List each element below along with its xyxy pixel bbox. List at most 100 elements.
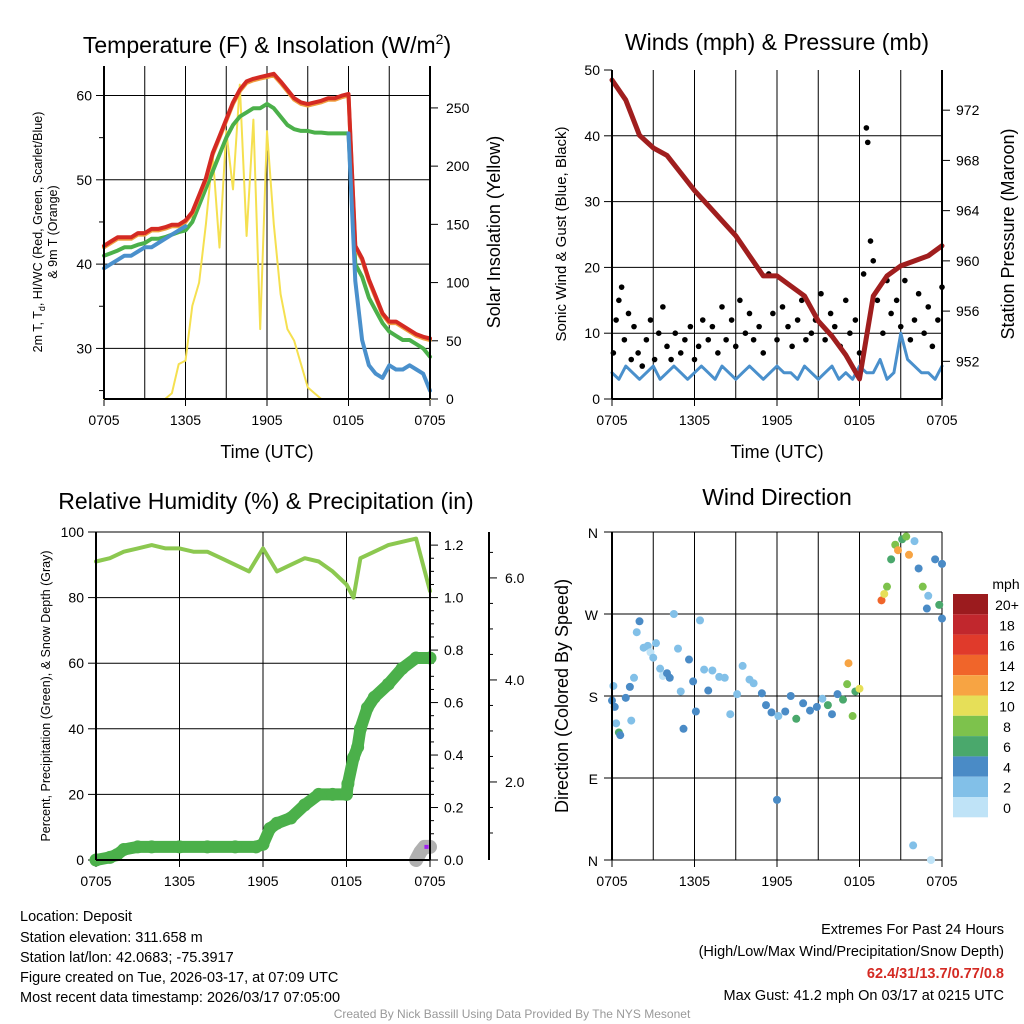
gust-point (902, 277, 908, 284)
wind-direction-point (616, 731, 625, 740)
gust-point (774, 336, 780, 343)
gust-point (705, 336, 712, 343)
wind-direction-point (685, 655, 693, 664)
wind-direction-point (738, 661, 747, 670)
precipitation-point (341, 777, 355, 791)
wind-direction-point (627, 716, 636, 725)
y2-tick-label: 0.6 (444, 695, 464, 711)
gust-point (715, 350, 721, 356)
legend-swatch (953, 634, 988, 655)
legend-label: 0 (1003, 800, 1011, 816)
x-tick-label: 1305 (164, 873, 195, 889)
y2-tick-label: 964 (956, 203, 980, 219)
wind-direction-point (848, 712, 857, 721)
pressure-y2-label: Station Pressure (Maroon) (998, 128, 1018, 339)
precipitation-point (326, 787, 340, 801)
gust-point (863, 125, 870, 131)
relative-humidity-line (94, 536, 432, 600)
gust-point (728, 317, 735, 323)
x-tick-label: 0705 (926, 412, 957, 428)
precipitation-point (284, 811, 298, 825)
winds-y-label: Sonic Wind & Gust (Blue, Black) (553, 126, 570, 341)
max-gust: Max Gust: 41.2 mph On 03/17 at 0215 UTC (724, 988, 1004, 1004)
precipitation-point (173, 840, 186, 854)
precipitation-point (360, 701, 374, 715)
y2-tick-label: 0.8 (444, 642, 464, 658)
y2-tick-label: 972 (956, 102, 980, 118)
wind-direction-point (818, 694, 827, 703)
wind-direction-point (887, 555, 896, 564)
gust-point (709, 323, 716, 330)
wind-direction-point (935, 600, 944, 609)
wind-direction-point (674, 644, 682, 653)
wind-direction-point (910, 537, 919, 546)
wind-direction-point (909, 841, 918, 850)
legend-label: 6 (1003, 739, 1011, 755)
wind-direction-point (656, 664, 665, 673)
legend-swatch (953, 614, 988, 635)
x-tick-label: 0105 (844, 412, 875, 428)
wind-direction-point (649, 653, 658, 662)
gust-point (915, 290, 922, 297)
wind-direction-point (786, 692, 795, 700)
pressure-line (609, 77, 945, 382)
wind-direction-point (652, 639, 660, 648)
gust-point (929, 343, 936, 350)
y2-tick-label: 150 (446, 216, 470, 232)
legend-label: 2 (1003, 780, 1011, 796)
precipitation-point (131, 840, 145, 854)
y-tick-label: N (588, 525, 598, 541)
wind-direction-point (609, 681, 618, 690)
sustained-wind-line (610, 331, 944, 381)
y-tick-label: 100 (61, 524, 85, 540)
extremes-fields: (High/Low/Max Wind/Precipitation/Snow De… (699, 944, 1004, 960)
wind-direction-point (632, 628, 641, 637)
legend-swatch (953, 675, 988, 696)
y-tick-label: S (589, 689, 598, 705)
x-tick-label: 0705 (926, 873, 957, 889)
wind-direction-point (749, 679, 758, 688)
gust-point (785, 323, 791, 330)
y-tick-label: 40 (76, 256, 92, 272)
gust-point (864, 139, 871, 146)
y-tick-label: 80 (68, 590, 84, 606)
gust-point (897, 323, 904, 330)
x-tick-label: 1305 (679, 412, 710, 428)
precipitation-point (346, 751, 360, 765)
wind-direction-point (894, 546, 902, 555)
y-tick-label: E (589, 771, 598, 787)
snow-axis-tick-label: 4.0 (505, 672, 525, 688)
gust-point (750, 336, 757, 343)
wind-direction-point (880, 589, 889, 598)
precipitation-point (256, 837, 270, 851)
wind-direction-point (720, 673, 729, 682)
x-tick-label: 1905 (761, 873, 792, 889)
gust-point (798, 297, 805, 304)
credit: Created By Nick Bassill Using Data Provi… (334, 1007, 691, 1021)
y-tick-label: 10 (584, 325, 600, 341)
wind-direction-point (927, 856, 935, 864)
gust-point (860, 271, 867, 277)
precipitation-point (270, 816, 284, 830)
y-tick-label: 20 (68, 786, 84, 802)
wind-direction-point (704, 686, 713, 695)
precipitation-point (381, 677, 395, 691)
precipitation-point (395, 661, 409, 675)
wind-direction-point (799, 699, 808, 708)
y2-tick-label: 0.2 (444, 800, 464, 816)
wind-direction-point (938, 559, 946, 568)
gust-point (794, 317, 801, 323)
gust-point (732, 343, 739, 350)
wind-direction-point (922, 604, 931, 613)
precipitation-point (353, 722, 367, 736)
extremes-values: 62.4/31/13.7/0.77/0.8 (867, 966, 1004, 982)
gust-point (655, 330, 662, 337)
wind-direction-point (918, 582, 927, 591)
y2-tick-label: 100 (446, 275, 470, 291)
gust-point (699, 317, 706, 323)
x-tick-label: 1305 (170, 412, 201, 428)
wind-direction-point (708, 666, 717, 675)
wind-direction-point (806, 706, 814, 715)
gust-point (687, 323, 694, 330)
x-tick-label: 0705 (88, 412, 119, 428)
